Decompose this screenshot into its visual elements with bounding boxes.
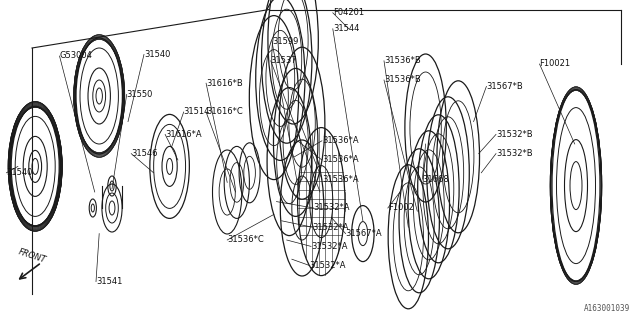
Text: 31536*C: 31536*C bbox=[227, 236, 264, 244]
Text: 31616*B: 31616*B bbox=[206, 79, 243, 88]
Text: 31532*B: 31532*B bbox=[496, 130, 532, 139]
Text: 31536*A: 31536*A bbox=[322, 156, 358, 164]
Text: F10021: F10021 bbox=[540, 60, 571, 68]
Text: 31532*A: 31532*A bbox=[312, 223, 349, 232]
Text: 31668: 31668 bbox=[422, 175, 449, 184]
Text: 31567*B: 31567*B bbox=[486, 82, 523, 91]
Text: G53004: G53004 bbox=[60, 52, 92, 60]
Text: 31536*B: 31536*B bbox=[384, 56, 420, 65]
Text: 31616*A: 31616*A bbox=[165, 130, 202, 139]
Text: 31541: 31541 bbox=[96, 277, 122, 286]
Text: FRONT: FRONT bbox=[17, 247, 47, 265]
Text: 31532*B: 31532*B bbox=[496, 149, 532, 158]
Text: 31514: 31514 bbox=[184, 108, 210, 116]
Text: 31544: 31544 bbox=[333, 24, 359, 33]
Text: 31532*A: 31532*A bbox=[310, 261, 346, 270]
Text: 31540: 31540 bbox=[144, 50, 170, 59]
Text: F1002: F1002 bbox=[388, 204, 413, 212]
Text: A163001039: A163001039 bbox=[584, 304, 630, 313]
Text: 31536*A: 31536*A bbox=[322, 136, 358, 145]
Text: 31536*B: 31536*B bbox=[384, 76, 420, 84]
Text: 31536*A: 31536*A bbox=[322, 175, 358, 184]
Text: 31532*A: 31532*A bbox=[314, 204, 350, 212]
Text: 31616*C: 31616*C bbox=[206, 108, 243, 116]
Text: 31537: 31537 bbox=[271, 56, 298, 65]
Text: 31532*A: 31532*A bbox=[311, 242, 348, 251]
Text: 31567*A: 31567*A bbox=[346, 229, 382, 238]
Text: 31540: 31540 bbox=[6, 168, 33, 177]
Text: 31599: 31599 bbox=[272, 37, 298, 46]
Text: 31550: 31550 bbox=[127, 90, 153, 99]
Text: 31546: 31546 bbox=[131, 149, 157, 158]
Text: F04201: F04201 bbox=[333, 8, 364, 17]
